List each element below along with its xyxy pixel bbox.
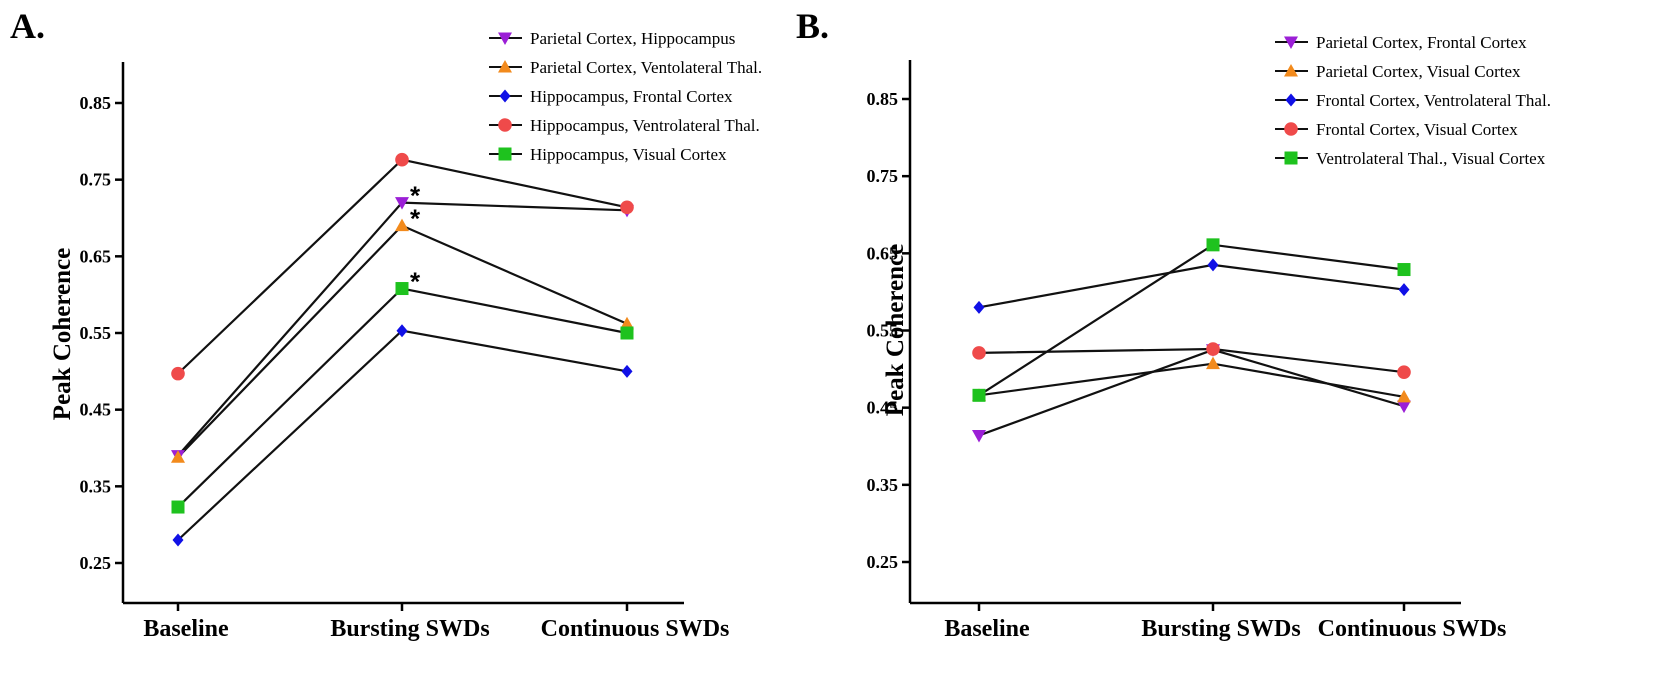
panel-a-series-line-5	[177, 287, 628, 508]
panel-a-significance-marker: *	[410, 267, 421, 297]
panel-a-label: A.	[10, 6, 45, 46]
legend-entry-label: Hippocampus, Visual Cortex	[530, 145, 727, 164]
panel-b-series-line-4	[978, 347, 1405, 374]
panel-a-y-tick-label: 0.65	[80, 246, 112, 266]
panel-a-x-category-label: Baseline	[143, 616, 229, 642]
panel-a-data-point	[395, 152, 409, 167]
panel-a-y-tick-label: 0.55	[80, 323, 112, 343]
legend-entry-label: Parietal Cortex, Ventolateral Thal.	[530, 58, 762, 77]
panel-a-y-axis-title: Peak Coherence	[49, 248, 76, 420]
panel-b-data-point	[1397, 389, 1411, 403]
panel-a-data-point	[395, 197, 409, 210]
panel-b-data-point	[972, 346, 986, 360]
panel-a-x-category-label: Continuous SWDs	[541, 616, 730, 642]
panel-a: A. Peak Coherence 0.25 0.35 0.45 0.55 0.65 0.…	[10, 6, 762, 642]
legend-marker	[498, 60, 512, 73]
panel-b-x-category-label: Bursting SWDs	[1141, 616, 1300, 642]
panel-a-legend: Parietal Cortex, Hippocampus Parietal Cor…	[489, 29, 762, 164]
legend-marker	[1284, 122, 1298, 136]
legend-entry-label: Hippocampus, Frontal Cortex	[530, 87, 733, 106]
panel-a-data-point	[620, 316, 634, 330]
legend-marker	[1284, 36, 1298, 49]
legend-marker	[498, 32, 512, 45]
panel-a-series-line-4	[177, 158, 628, 375]
panel-b: B. Peak Coherence 0.250.350.450.550.650.…	[796, 6, 1551, 642]
panel-b-label: B.	[796, 6, 829, 46]
panel-b-y-tick-label: 0.85	[867, 89, 899, 109]
panel-b-data-point	[1398, 283, 1410, 297]
legend-entry-label: Frontal Cortex, Visual Cortex	[1316, 120, 1518, 139]
panel-b-data-point	[972, 388, 986, 402]
legend-marker	[498, 147, 512, 161]
panel-a-data-point	[620, 200, 634, 215]
legend-marker	[499, 89, 511, 103]
panel-a-data-point	[395, 282, 409, 296]
legend-entry-label: Ventrolateral Thal., Visual Cortex	[1316, 149, 1546, 168]
panel-b-data-point	[1206, 238, 1220, 252]
legend-entry-label: Parietal Cortex, Hippocampus	[530, 29, 735, 48]
legend-marker	[498, 118, 512, 132]
panel-b-data-point	[1207, 258, 1219, 272]
panel-a-y-tick-label: 0.75	[80, 170, 112, 190]
panel-a-y-tick-label: 0.85	[80, 93, 112, 113]
panel-a-data-point	[171, 500, 185, 514]
panel-a-data-point	[171, 366, 185, 381]
panel-a-series-line-3	[177, 329, 628, 541]
panel-b-data-point	[973, 300, 985, 314]
panel-b-y-tick-label: 0.75	[867, 166, 899, 186]
panel-b-y-tick-label: 0.55	[867, 321, 899, 341]
legend-marker	[1284, 151, 1298, 165]
legend-entry-label: Parietal Cortex, Frontal Cortex	[1316, 33, 1527, 52]
panel-a-data-point	[395, 218, 409, 232]
panel-b-data-point	[1206, 342, 1220, 356]
panel-a-data-point	[172, 533, 184, 547]
panel-b-y-tick-label: 0.25	[867, 552, 899, 572]
panel-b-series-line-5	[978, 243, 1405, 397]
panel-b-x-category-label: Continuous SWDs	[1318, 616, 1507, 642]
legend-entry-label: Frontal Cortex, Ventrolateral Thal.	[1316, 91, 1551, 110]
panel-a-significance-marker: *	[410, 204, 421, 234]
panel-b-y-tick-label: 0.35	[867, 475, 899, 495]
panel-b-series-line-1	[978, 348, 1405, 437]
panel-a-data-point	[620, 326, 634, 340]
panel-b-legend: Parietal Cortex, Frontal Cortex Parietal …	[1275, 33, 1551, 168]
panel-a-data-point	[621, 364, 633, 378]
legend-marker	[1285, 93, 1297, 107]
panel-b-series-line-2	[978, 362, 1405, 398]
panel-b-data-point	[1397, 400, 1411, 414]
panel-b-y-tick-label: 0.45	[867, 398, 899, 418]
panel-a-significance-marker: *	[410, 181, 421, 211]
panel-b-y-tick-label: 0.65	[867, 243, 899, 263]
panel-a-data-point	[171, 450, 185, 463]
panel-b-data-point	[1397, 365, 1411, 379]
panel-a-y-tick-label: 0.25	[80, 553, 112, 573]
panel-b-data-point	[1206, 356, 1220, 370]
panel-a-y-tick-label: 0.45	[80, 400, 112, 420]
legend-entry-label: Hippocampus, Ventrolateral Thal.	[530, 116, 760, 135]
panel-a-y-tick-label: 0.35	[80, 476, 112, 496]
panel-a-x-category-label: Bursting SWDs	[330, 616, 489, 642]
legend-marker	[1284, 64, 1298, 77]
legend-entry-label: Parietal Cortex, Visual Cortex	[1316, 62, 1521, 81]
panel-a-series-line-2	[177, 224, 628, 458]
panel-b-data-point	[972, 429, 986, 443]
panel-a-data-point	[396, 324, 408, 338]
panel-b-x-category-label: Baseline	[944, 616, 1030, 642]
panel-b-data-point	[1397, 263, 1411, 277]
panel-b-series-line-3	[978, 263, 1405, 309]
